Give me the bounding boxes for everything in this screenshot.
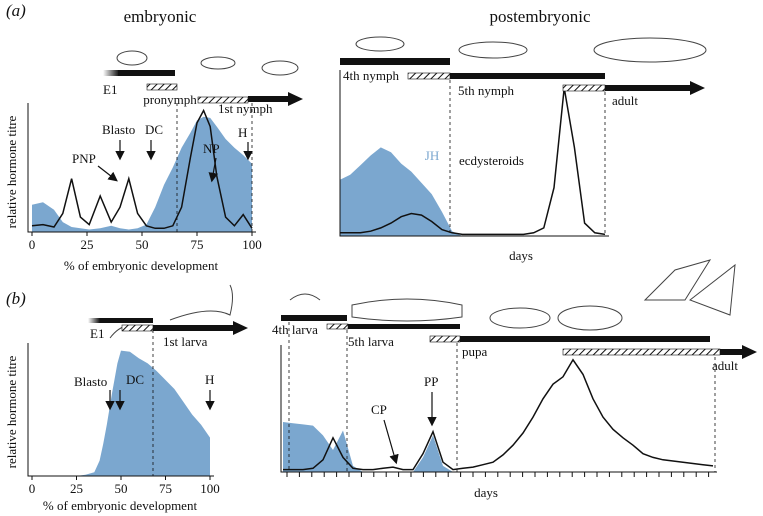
axis: [27, 103, 256, 233]
annotation: CP: [371, 402, 387, 417]
plots: 0 25 50 75 100 0 25 50 75 100: [27, 70, 717, 496]
series-label: ecdysteroids: [459, 153, 524, 168]
chart-title: postembryonic: [489, 7, 590, 26]
insect-sketches: [109, 36, 736, 339]
stage-label: 4th nymph: [343, 68, 399, 83]
area: [283, 422, 713, 472]
area: [32, 116, 252, 232]
x-tick-label: 75: [191, 237, 204, 252]
x-tick-label: 100: [200, 481, 220, 496]
line: [31, 108, 253, 230]
annotation: NP: [203, 141, 220, 156]
line: [340, 87, 606, 236]
y-axis-label: relative hormone titre: [4, 355, 19, 468]
annotation: PNP: [72, 151, 96, 166]
chart-title: embryonic: [124, 7, 197, 26]
stage-label: 5th larva: [348, 334, 394, 349]
x-tick-label: 75: [159, 481, 172, 496]
axis: [27, 343, 214, 477]
annotation: H: [238, 125, 247, 140]
stage-label: E1: [103, 82, 117, 97]
annotation-arrows: [97, 140, 437, 465]
annotation: H: [205, 372, 214, 387]
x-tick-label: 0: [29, 237, 36, 252]
x-tick-label: 50: [136, 237, 149, 252]
x-tick-label: 0: [29, 481, 36, 496]
x-tick-label: 100: [242, 237, 262, 252]
line: [283, 358, 714, 471]
y-axis-label: relative hormone titre: [4, 115, 19, 228]
annotation: DC: [145, 122, 163, 137]
annotation: Blasto: [74, 374, 107, 389]
x-tick-label: 50: [115, 481, 128, 496]
axis: [339, 70, 609, 237]
stage-label: 1st larva: [163, 334, 208, 349]
stage-label: pronymph: [143, 92, 197, 107]
area: [32, 350, 210, 476]
stage-label: pupa: [462, 344, 488, 359]
stage-label: E1: [90, 326, 104, 341]
area: [340, 147, 605, 236]
annotation: Blasto: [102, 122, 135, 137]
annotation: DC: [126, 372, 144, 387]
stage-label: adult: [612, 93, 638, 108]
x-tick-label: 25: [70, 481, 83, 496]
series-label: JH: [425, 148, 439, 163]
panel-label: (b): [6, 289, 26, 308]
stage-bars: [88, 58, 757, 359]
x-tick-label: 25: [81, 237, 94, 252]
panel-label: (a): [6, 1, 26, 20]
annotation: PP: [424, 374, 438, 389]
x-axis-label: % of embryonic development: [64, 258, 219, 273]
x-axis-label: days: [509, 248, 533, 263]
stage-label: adult: [712, 358, 738, 373]
x-axis-label: days: [474, 485, 498, 500]
stage-label: 5th nymph: [458, 83, 514, 98]
axis: [280, 345, 717, 473]
stage-label: 1st nymph: [218, 101, 273, 116]
stage-label: 4th larva: [272, 322, 318, 337]
x-axis-label: % of embryonic development: [43, 498, 198, 513]
dashed-lines: [152, 80, 716, 476]
